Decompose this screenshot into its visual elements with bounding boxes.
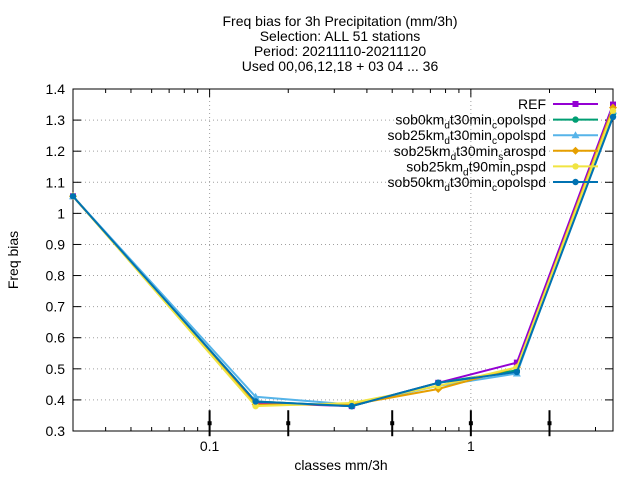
data-point bbox=[252, 402, 259, 410]
y-axis-title: Freq bias bbox=[5, 231, 21, 289]
plot-frame bbox=[72, 88, 614, 432]
series-lines bbox=[69, 101, 617, 410]
legend-label: sob25kmdt30minsarospd bbox=[394, 143, 546, 163]
data-point bbox=[513, 359, 520, 366]
data-point bbox=[572, 163, 579, 170]
y-tick-label: 0.5 bbox=[46, 361, 66, 377]
data-point bbox=[513, 368, 521, 376]
series-line bbox=[72, 116, 614, 408]
class-mark-point bbox=[390, 421, 395, 426]
legend-label: sob0kmdt30mincopolspd bbox=[395, 112, 546, 132]
title-line: Used 00,06,12,18 + 03 04 ... 36 bbox=[242, 58, 439, 74]
y-tick-label: 1.1 bbox=[46, 174, 66, 190]
class-mark-point bbox=[207, 421, 212, 426]
y-tick-label: 1 bbox=[57, 205, 65, 221]
y-tick-label: 0.8 bbox=[46, 268, 66, 284]
y-tick-label: 0.6 bbox=[46, 330, 66, 346]
title-line: Selection: ALL 51 stations bbox=[260, 28, 421, 44]
class-mark-point bbox=[547, 421, 552, 426]
data-point bbox=[571, 146, 580, 155]
chart-title: Freq bias for 3h Precipitation (mm/3h) S… bbox=[223, 13, 458, 74]
axis-ticks: 0.3 0.4 0.5 0.6 0.7 0.8 0.9 1 1.1 1.2 1.3 1.4 0.1 1 bbox=[46, 81, 613, 454]
series bbox=[69, 113, 617, 410]
x-tick-label: 1 bbox=[467, 438, 475, 454]
y-tick-label: 0.3 bbox=[46, 423, 66, 439]
data-point bbox=[572, 178, 579, 186]
y-tick-label: 1.3 bbox=[46, 112, 66, 128]
y-tick-label: 1.4 bbox=[46, 81, 66, 97]
title-line: Freq bias for 3h Precipitation (mm/3h) bbox=[223, 13, 458, 29]
data-point bbox=[435, 379, 442, 387]
x-tick-label: 0.1 bbox=[200, 438, 220, 454]
data-point bbox=[572, 116, 579, 123]
y-tick-label: 0.4 bbox=[46, 392, 66, 408]
y-tick-label: 0.7 bbox=[46, 299, 66, 315]
data-point bbox=[609, 113, 617, 121]
legend: REFsob0kmdt30mincopolspdsob25kmdt30minco… bbox=[388, 96, 598, 194]
y-tick-label: 0.9 bbox=[46, 236, 66, 252]
data-point bbox=[69, 193, 77, 200]
data-point bbox=[252, 398, 259, 405]
x-axis-title: classes mm/3h bbox=[294, 457, 387, 473]
class-marks bbox=[207, 410, 552, 437]
legend-label: sob25kmdt30mincopolspd bbox=[388, 127, 546, 147]
data-point bbox=[609, 107, 617, 114]
legend-label: REF bbox=[518, 96, 546, 112]
class-mark-point bbox=[468, 421, 473, 426]
y-tick-label: 1.2 bbox=[46, 143, 66, 159]
class-mark-point bbox=[286, 421, 291, 426]
data-point bbox=[571, 131, 580, 139]
title-line: Period: 20211110-20211120 bbox=[254, 43, 427, 59]
legend-label: sob50kmdt30mincopolspd bbox=[388, 174, 546, 194]
data-point bbox=[572, 101, 579, 107]
data-point bbox=[348, 402, 355, 410]
